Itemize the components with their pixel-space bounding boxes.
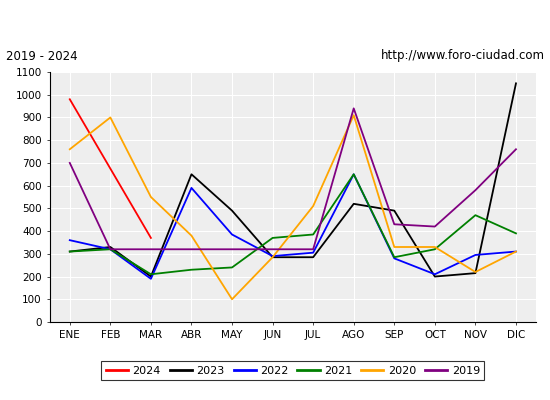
Text: Evolucion Nº Turistas Nacionales en el municipio de Huesa: Evolucion Nº Turistas Nacionales en el m… — [33, 14, 517, 28]
Text: 2019 - 2024: 2019 - 2024 — [6, 50, 77, 62]
Legend: 2024, 2023, 2022, 2021, 2020, 2019: 2024, 2023, 2022, 2021, 2020, 2019 — [101, 361, 485, 380]
Text: http://www.foro-ciudad.com: http://www.foro-ciudad.com — [381, 50, 544, 62]
